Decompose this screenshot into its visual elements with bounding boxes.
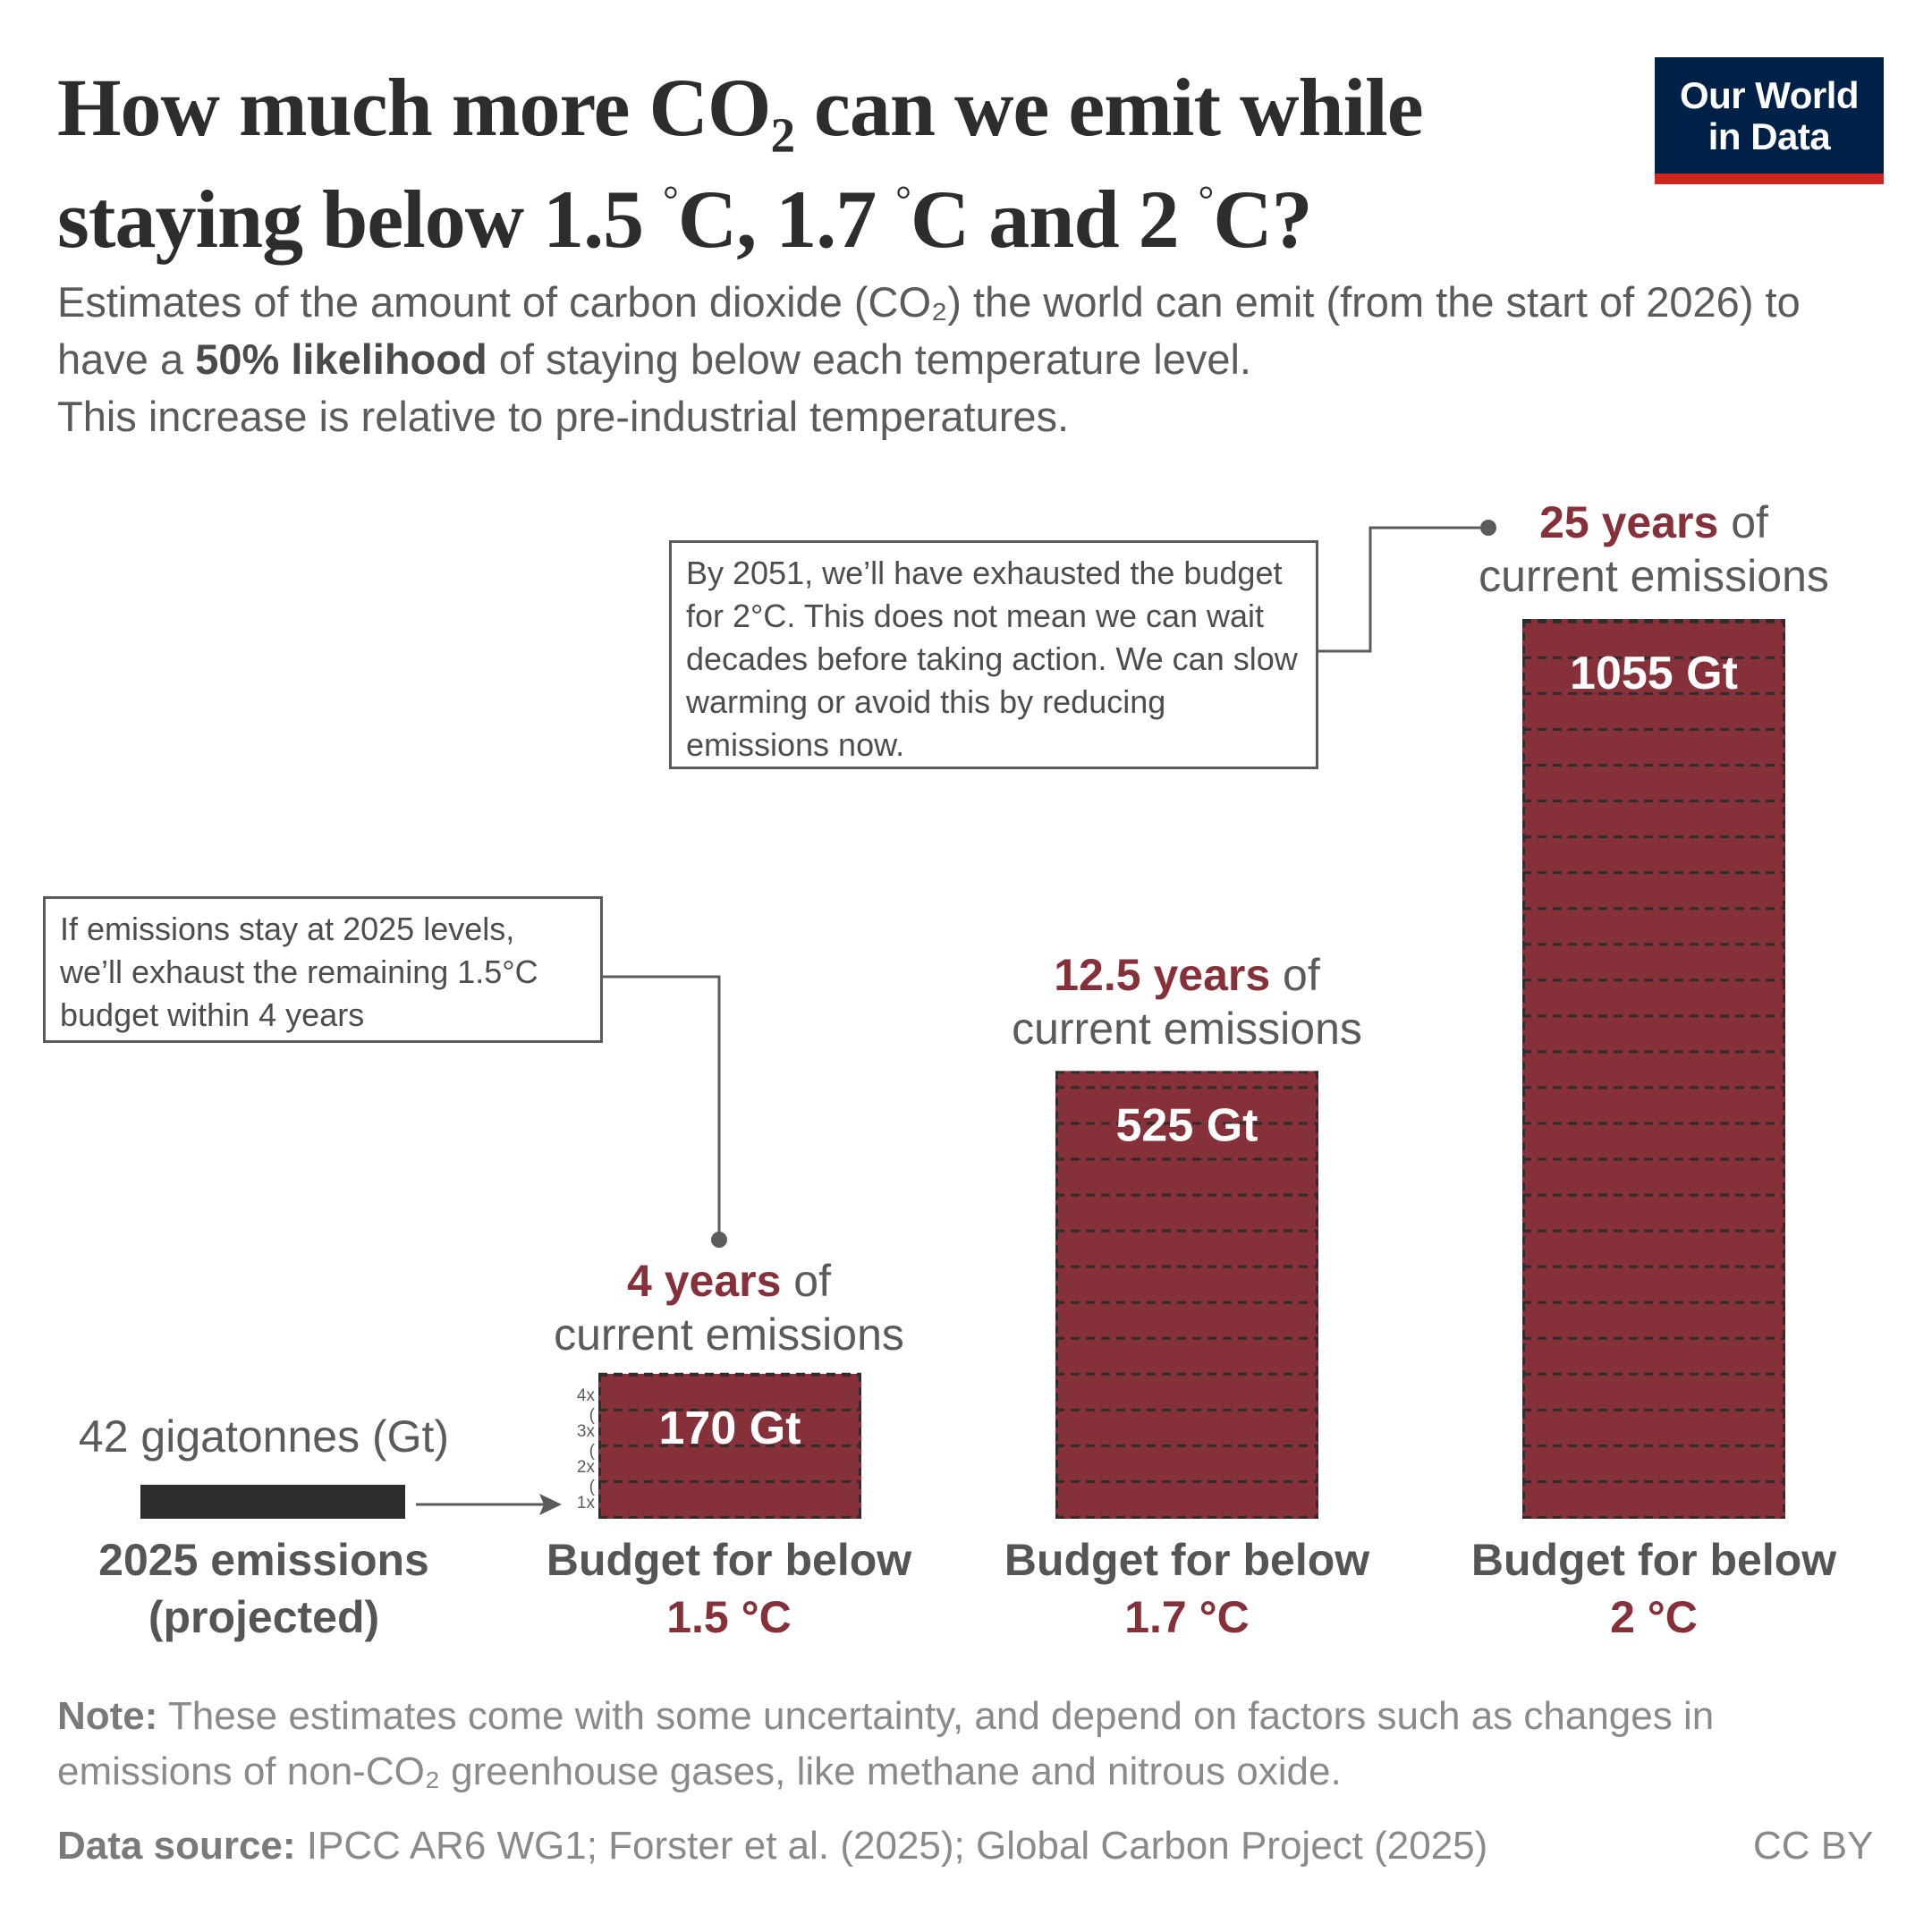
multiplier-tick-label: 1x [577,1494,596,1513]
category-label-1-7: Budget for below 1.7 °C [1004,1535,1370,1642]
multiplier-tick-label: 3x [577,1422,596,1441]
multiplier-tick-label: 4x [577,1386,596,1405]
annotation-dot-2 [1480,520,1496,536]
emissions-category-label: 2025 emissions (projected) [98,1535,429,1642]
subtitle-emphasis: 50% likelihood [195,335,487,383]
years-label-2: 25 years of current emissions [1479,497,1829,601]
years-label-1-5: 4 years of current emissions [554,1256,904,1360]
multiplier-tick-label: 2x [577,1458,596,1477]
footer-note: Note: These estimates come with some unc… [57,1694,1715,1793]
chart-title: How much more CO₂ can we emit while stay… [57,61,1578,266]
annotation-connector-1-5 [603,975,721,1240]
annotation-1-5: If emissions stay at 2025 levels, we’ll … [43,896,603,1043]
years-label-1-7: 12.5 years of current emissions [1012,950,1362,1054]
bar-value-label: 1055 Gt [1570,648,1738,699]
bar-value-label: 525 Gt [1116,1099,1258,1151]
license-link[interactable]: CC BY [1753,1824,1874,1868]
category-label-1-5: Budget for below 1.5 °C [546,1535,912,1642]
annotation-connector-2 [1318,526,1488,653]
multiplier-tick-label: ( [589,1406,596,1425]
title-line-1: How much more CO₂ can we emit while [57,62,1424,153]
arrow-head-icon [539,1494,562,1515]
logo-line-2: in Data [1707,115,1831,157]
multiplier-tick-label: ( [589,1478,596,1496]
budget-bar-2 [1522,619,1785,1519]
annotation-2: By 2051, we’ll have exhausted the budget… [669,540,1318,769]
subtitle-paragraph-1: Estimates of the amount of carbon dioxid… [57,278,1801,383]
bar-value-label: 170 Gt [659,1402,801,1454]
chart-subtitle: Estimates of the amount of carbon dioxid… [57,274,1900,445]
annotation-dot-1-5 [711,1232,727,1248]
budget-bar-1 [1055,1071,1318,1519]
title-line-2: staying below 1.5 °C, 1.7 °C and 2 °C? [57,174,1313,265]
owid-logo[interactable]: Our World in Data [1655,57,1884,184]
emissions-2025-bar [140,1484,405,1519]
footer-source: Data source: IPCC AR6 WG1; Forster et al… [57,1824,1488,1868]
category-label-2: Budget for below 2 °C [1470,1535,1837,1642]
logo-line-1: Our World [1679,74,1860,116]
emissions-value-label: 42 gigatonnes (Gt) [78,1411,450,1462]
multiplier-tick-label: ( [589,1442,596,1461]
annotation-connectors [416,520,1496,1515]
subtitle-paragraph-2: This increase is relative to pre-industr… [57,393,1070,440]
